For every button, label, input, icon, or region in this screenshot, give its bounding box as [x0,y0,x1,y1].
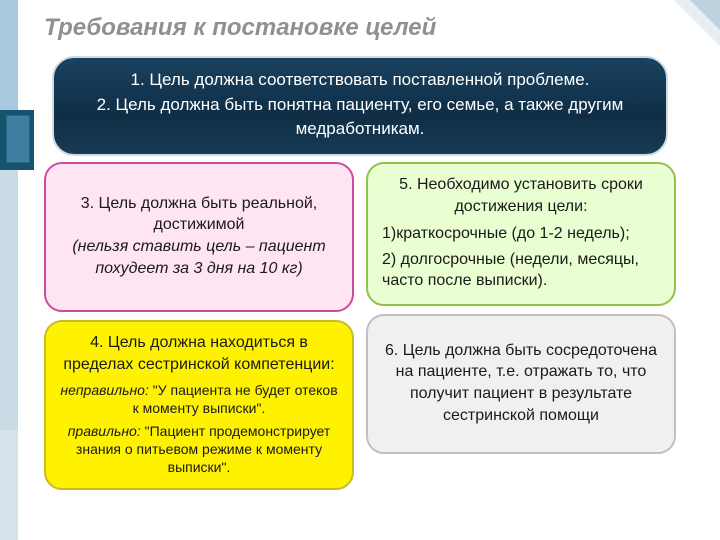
requirement-5-item1: 1)краткосрочные (до 1-2 недель); [382,223,660,245]
requirement-5-lead: 5. Необходимо установить сроки достижени… [382,174,660,217]
requirements-1-2-capsule: 1. Цель должна соответствовать поставлен… [52,56,668,156]
corner-decor-inner [690,0,720,30]
requirement-2: 2. Цель должна быть понятна пациенту, ег… [84,93,636,142]
requirement-3-lead: 3. Цель должна быть реальной, достижимой [60,193,338,236]
wrong-text: "У пациента не будет отеков к моменту вы… [133,382,338,416]
requirement-3-example: (нельзя ставить цель – пациент похудеет … [60,236,338,279]
rail-segment [0,170,18,430]
page-title: Требования к постановке целей [44,14,436,42]
left-column: 3. Цель должна быть реальной, достижимой… [44,162,354,490]
requirement-4-right: правильно: "Пациент продемонстрирует зна… [60,422,338,477]
requirement-5-item2: 2) долгосрочные (недели, месяцы, часто п… [382,249,660,292]
right-column: 5. Необходимо установить сроки достижени… [366,162,676,490]
requirements-columns: 3. Цель должна быть реальной, достижимой… [44,162,676,490]
rail-segment [0,0,18,110]
requirement-6-text: 6. Цель должна быть сосредоточена на пац… [382,340,660,426]
left-decorative-rail [0,0,34,540]
requirement-4-box: 4. Цель должна находиться в пределах сес… [44,320,354,490]
right-label: правильно: [68,423,141,439]
rail-segment-overlay [6,115,30,163]
requirement-6-box: 6. Цель должна быть сосредоточена на пац… [366,314,676,454]
rail-segment [0,430,18,540]
requirement-1: 1. Цель должна соответствовать поставлен… [84,68,636,93]
requirement-3-box: 3. Цель должна быть реальной, достижимой… [44,162,354,312]
requirement-5-box: 5. Необходимо установить сроки достижени… [366,162,676,306]
requirement-4-lead: 4. Цель должна находиться в пределах сес… [60,332,338,375]
requirement-4-wrong: неправильно: "У пациента не будет отеков… [60,381,338,417]
wrong-label: неправильно: [60,382,149,398]
